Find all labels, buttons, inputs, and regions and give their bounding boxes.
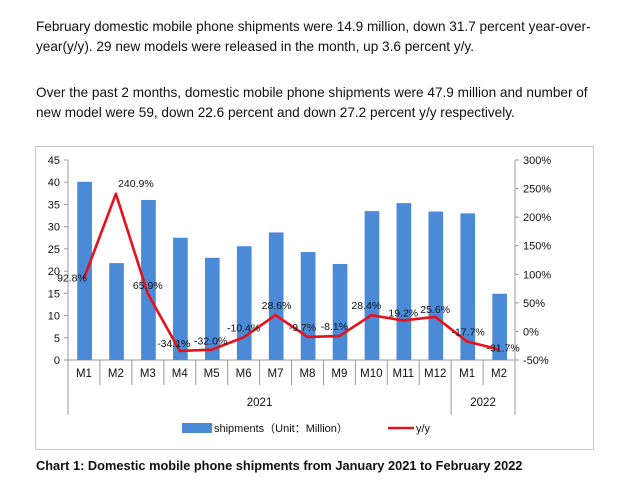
line-data-label: 92.8% — [57, 272, 87, 284]
y-tick-right-label: 200% — [523, 212, 551, 224]
x-year-label: 2022 — [470, 397, 496, 409]
x-tick-label: M8 — [299, 368, 315, 380]
x-tick-label: M9 — [331, 368, 347, 380]
bar-shipments — [173, 237, 188, 360]
y-tick-left-label: 35 — [48, 199, 60, 211]
line-data-label: -9.7% — [289, 322, 316, 334]
y-tick-left-label: 30 — [48, 222, 60, 234]
line-data-label: 28.6% — [262, 300, 292, 312]
x-tick-label: M6 — [236, 368, 252, 380]
line-data-label: -31.7% — [486, 343, 519, 355]
bar-shipments — [492, 293, 508, 360]
y-tick-right-label: 250% — [523, 184, 551, 196]
summary-paragraph-february: February domestic mobile phone shipments… — [36, 19, 591, 54]
bar-shipments — [236, 246, 252, 360]
bar-shipments — [428, 211, 444, 360]
y-tick-left-label: 10 — [48, 311, 60, 323]
x-tick-label: M4 — [172, 368, 189, 380]
y-tick-left-label: 20 — [48, 266, 60, 278]
x-tick-label: M3 — [140, 368, 156, 380]
y-tick-right-label: 100% — [523, 269, 551, 281]
bar-shipments — [141, 200, 156, 360]
y-tick-right-label: -50% — [523, 355, 549, 367]
bar-shipments — [109, 263, 124, 360]
bar-shipments — [77, 181, 92, 360]
x-tick-label: M5 — [204, 368, 220, 380]
y-tick-left-label: 5 — [54, 333, 60, 345]
bar-shipments — [300, 252, 316, 360]
y-tick-left-label: 25 — [48, 244, 60, 256]
line-yoy — [82, 192, 500, 353]
x-tick-label: M2 — [108, 368, 124, 380]
y-tick-right-label: 0% — [523, 326, 539, 338]
line-data-label: -34.1% — [157, 338, 190, 350]
bar-shipments — [204, 257, 220, 360]
x-tick-label: M10 — [360, 368, 382, 380]
line-data-label: -17.7% — [451, 327, 484, 339]
line-data-label: 25.6% — [420, 304, 450, 316]
line-data-label: -32.0% — [194, 336, 227, 348]
line-data-label: 28.4% — [351, 300, 381, 312]
line-data-label: 65.9% — [133, 280, 163, 292]
bar-shipments — [364, 211, 380, 360]
bar-shipments — [332, 264, 348, 360]
x-tick-label: M7 — [268, 368, 284, 380]
bar-shipments — [268, 232, 284, 360]
bar-shipments — [460, 213, 476, 360]
x-tick-label: M11 — [392, 368, 414, 380]
line-data-label: -10.4% — [227, 322, 260, 334]
y-tick-left-label: 0 — [54, 355, 60, 367]
bar-shipments — [396, 203, 412, 360]
x-tick-label: M12 — [424, 368, 446, 380]
x-year-label: 2021 — [247, 397, 273, 409]
line-data-label: 240.9% — [118, 178, 154, 190]
y-tick-left-label: 15 — [48, 288, 60, 300]
x-tick-label: M2 — [491, 368, 507, 380]
y-tick-right-label: 50% — [523, 298, 545, 310]
y-tick-right-label: 300% — [523, 155, 551, 167]
legend-swatch-shipments — [182, 423, 212, 433]
line-data-label: 19.2% — [388, 307, 418, 319]
x-tick-label: M1 — [76, 368, 92, 380]
summary-paragraph-two-months: Over the past 2 months, domestic mobile … — [36, 85, 588, 120]
line-data-label: -8.1% — [321, 321, 348, 333]
chart-frame: 0 5 10 15 20 25 30 35 40 45 -50% 0% 50% 100% 150% 200% 2… — [35, 146, 594, 450]
shipments-chart: 0 5 10 15 20 25 30 35 40 45 -50% 0% 50% 100% 150% 200% 2… — [48, 155, 552, 435]
y-tick-left-label: 40 — [48, 177, 60, 189]
chart-caption: Chart 1: Domestic mobile phone shipments… — [36, 458, 523, 473]
x-tick-label: M1 — [459, 368, 475, 380]
legend-label-shipments: shipments（Unit：Million） — [214, 422, 348, 435]
y-tick-left-label: 45 — [48, 155, 60, 167]
y-tick-right-label: 150% — [523, 241, 551, 253]
legend-label-yoy: y/y — [416, 423, 431, 435]
